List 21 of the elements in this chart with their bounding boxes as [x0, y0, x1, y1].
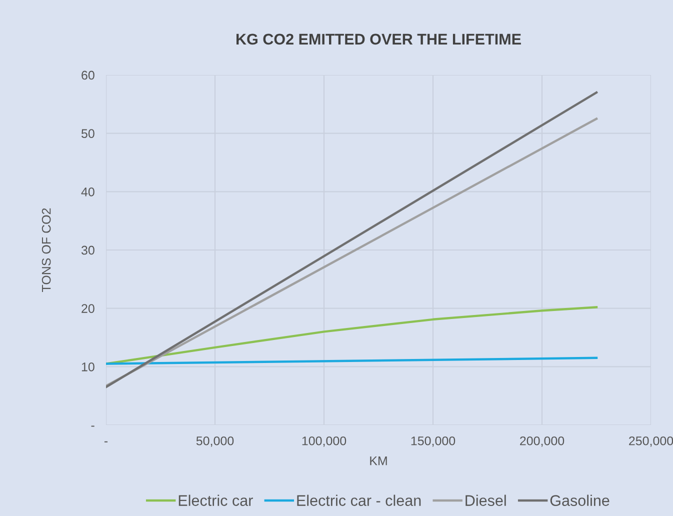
- x-tick-label: -: [104, 441, 108, 442]
- line-series: [106, 306, 598, 365]
- chart-title: KG CO2 EMITTED OVER THE LIFETIME: [236, 34, 521, 45]
- y-tick-label: 50: [81, 129, 94, 138]
- x-tick-label: 250,000: [629, 436, 673, 447]
- legend-label: Electric car: [178, 494, 253, 506]
- legend-label: Gasoline: [550, 494, 610, 506]
- x-tick-label: 50,000: [196, 436, 234, 447]
- x-tick-label: 200,000: [520, 436, 564, 447]
- legend-label: Diesel: [466, 494, 506, 506]
- y-tick-label: 60: [82, 70, 94, 80]
- y-tick-label: -: [91, 426, 94, 427]
- y-tick-label: 40: [81, 187, 94, 196]
- y-tick-label: 10: [82, 362, 94, 372]
- x-tick-label: 100,000: [302, 436, 346, 447]
- x-tick-label: 150,000: [411, 436, 456, 447]
- x-axis-title: KM: [370, 456, 387, 466]
- y-axis-title: TONS OF CO2: [42, 208, 51, 292]
- legend-label: Electric car - clean: [297, 494, 421, 506]
- y-tick-label: 20: [82, 304, 94, 313]
- y-tick-label: 30: [81, 246, 94, 255]
